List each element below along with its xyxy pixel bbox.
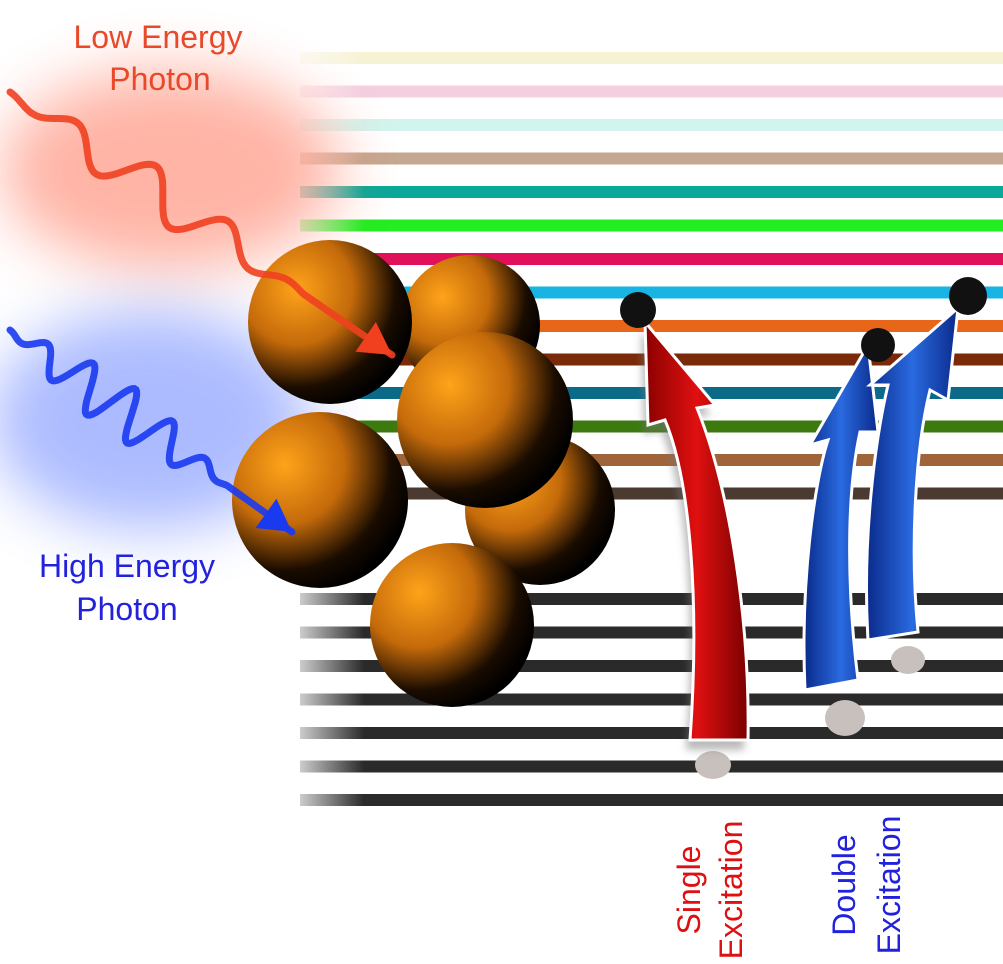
single-label: Excitation: [713, 821, 749, 960]
red-glow: [0, 70, 340, 270]
sphere: [397, 332, 573, 508]
sphere: [370, 543, 534, 707]
ground-dot: [891, 646, 925, 674]
low-energy-label: Low Energy: [74, 19, 243, 55]
diagram: Low Energy Photon High Energy Photon Sin…: [0, 0, 1003, 964]
double-label: Double: [826, 834, 862, 935]
high-energy-label: High Energy: [39, 548, 215, 584]
double-label: Excitation: [871, 816, 907, 955]
excited-dot: [949, 277, 987, 315]
low-energy-label: Photon: [109, 61, 210, 97]
ground-dot: [825, 700, 865, 736]
ground-dot: [695, 751, 731, 779]
sphere: [232, 412, 408, 588]
single-label: Single: [671, 846, 707, 935]
sphere: [248, 240, 412, 404]
excited-dot: [861, 328, 895, 362]
excited-dot: [620, 292, 656, 328]
high-energy-label: Photon: [76, 591, 177, 627]
